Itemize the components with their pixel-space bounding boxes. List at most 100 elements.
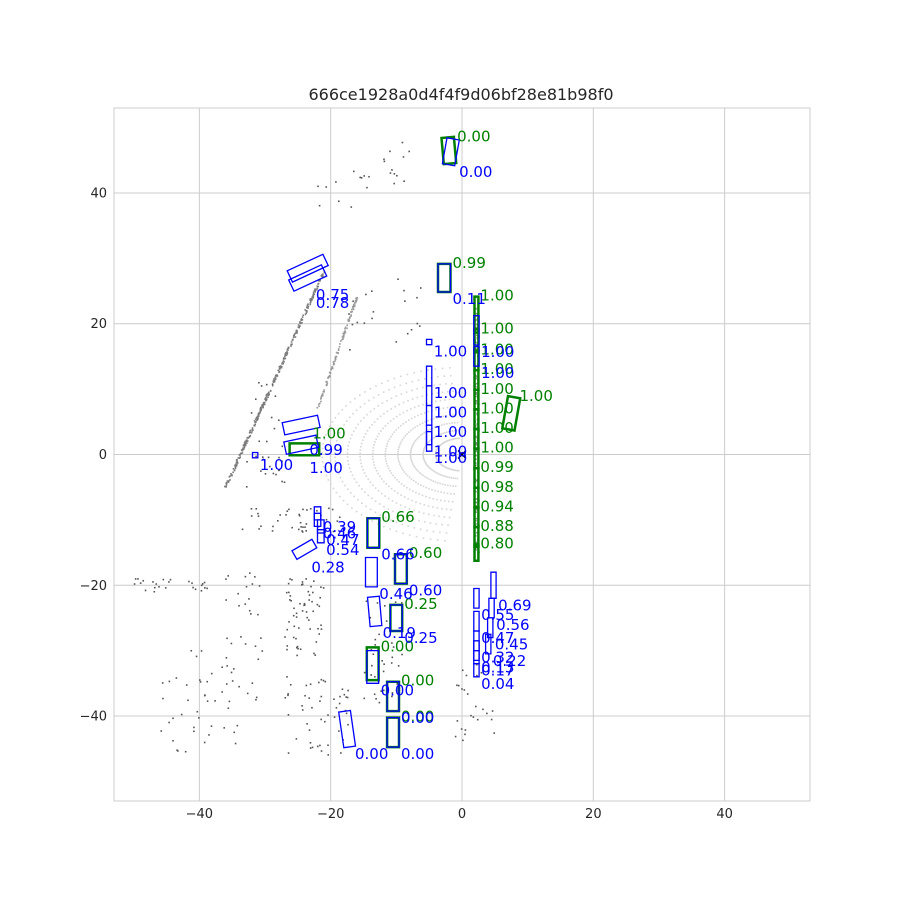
lidar-point [322,679,325,682]
lidar-point [419,423,421,426]
lidar-point [338,730,340,732]
lidar-point [427,410,430,413]
lidar-point [445,415,448,417]
lidar-point [273,380,276,383]
lidar-point [260,406,262,409]
lidar-point [475,347,477,350]
lidar-point [263,403,266,406]
lidar-point [264,399,267,402]
lidar-point [284,353,287,355]
lidar-point [475,508,478,511]
lidar-point [423,458,425,460]
y-tick-label: 40 [90,186,107,201]
prediction-score-label: 1.00 [434,403,467,421]
lidar-point [408,488,411,491]
lidar-point [373,444,375,446]
prediction-score-label: 0.00 [459,163,492,181]
lidar-point [443,516,446,518]
lidar-point [361,488,363,490]
lidar-point [435,451,437,454]
lidar-point [437,481,439,484]
lidar-point [363,671,366,674]
lidar-point [402,514,404,517]
lidar-point [243,445,246,447]
ground-truth-score-label: 0.60 [409,544,442,562]
ground-truth-score-label: 0.94 [480,497,513,515]
lidar-point [133,583,136,585]
lidar-point [346,503,349,506]
lidar-point [436,539,439,541]
lidar-point [412,443,415,445]
lidar-point [320,395,323,398]
lidar-point [370,497,373,500]
ground-truth-score-label: 0.88 [480,517,513,535]
lidar-point [258,381,260,384]
lidar-point [264,473,267,475]
lidar-point [306,306,309,308]
lidar-point [321,275,323,278]
lidar-point [241,528,244,531]
lidar-point [286,350,288,353]
prediction-score-label: 1.00 [434,443,467,461]
lidar-point [255,698,257,701]
lidar-point [475,517,478,520]
lidar-point [419,502,421,505]
lidar-point [394,476,396,479]
lidar-point [260,637,262,639]
lidar-point [383,525,385,528]
lidar-point [310,585,312,588]
prediction-box [251,451,259,459]
lidar-point [412,518,415,520]
lidar-point [321,394,323,397]
lidar-point [372,311,375,313]
lidar-point [318,204,321,207]
lidar-point [452,414,454,416]
lidar-point [224,485,226,488]
lidar-point [270,416,273,419]
lidar-point [301,709,304,711]
lidar-point [139,582,142,584]
lidar-point [475,400,478,402]
lidar-point [446,406,449,409]
lidar-point [450,476,453,479]
lidar-point [188,580,190,583]
lidar-point [340,752,342,754]
lidar-point [272,380,275,382]
lidar-point [388,485,390,488]
lidar-point [260,385,263,387]
lidar-point [451,468,453,471]
lidar-point [278,469,281,471]
lidar-point [295,738,298,740]
lidar-point [234,465,237,468]
lidar-point [290,600,293,602]
lidar-point [401,438,404,441]
lidar-point [153,590,156,593]
lidar-point [490,718,493,721]
lidar-point [329,372,332,375]
lidar-point [274,395,277,398]
lidar-point [350,492,352,494]
lidar-point [277,369,280,372]
lidar-point [172,739,174,742]
lidar-point [265,383,268,386]
lidar-point [169,578,172,581]
prediction-score-label: 0.55 [481,606,514,624]
lidar-point [370,648,373,651]
lidar-point [456,421,459,424]
lidar-point [396,682,399,685]
lidar-point [378,503,381,505]
lidar-point [441,391,444,394]
lidar-point [278,419,280,422]
lidar-point [451,422,453,424]
lidar-point [406,332,409,335]
lidar-point [227,481,230,483]
lidar-point [341,335,344,338]
lidar-point [329,425,331,427]
lidar-point [422,474,424,477]
lidar-point [445,532,448,534]
lidar-point [239,456,242,458]
lidar-point [306,309,308,312]
lidar-point [240,636,242,638]
lidar-point [449,430,452,433]
lidar-point [433,514,435,517]
